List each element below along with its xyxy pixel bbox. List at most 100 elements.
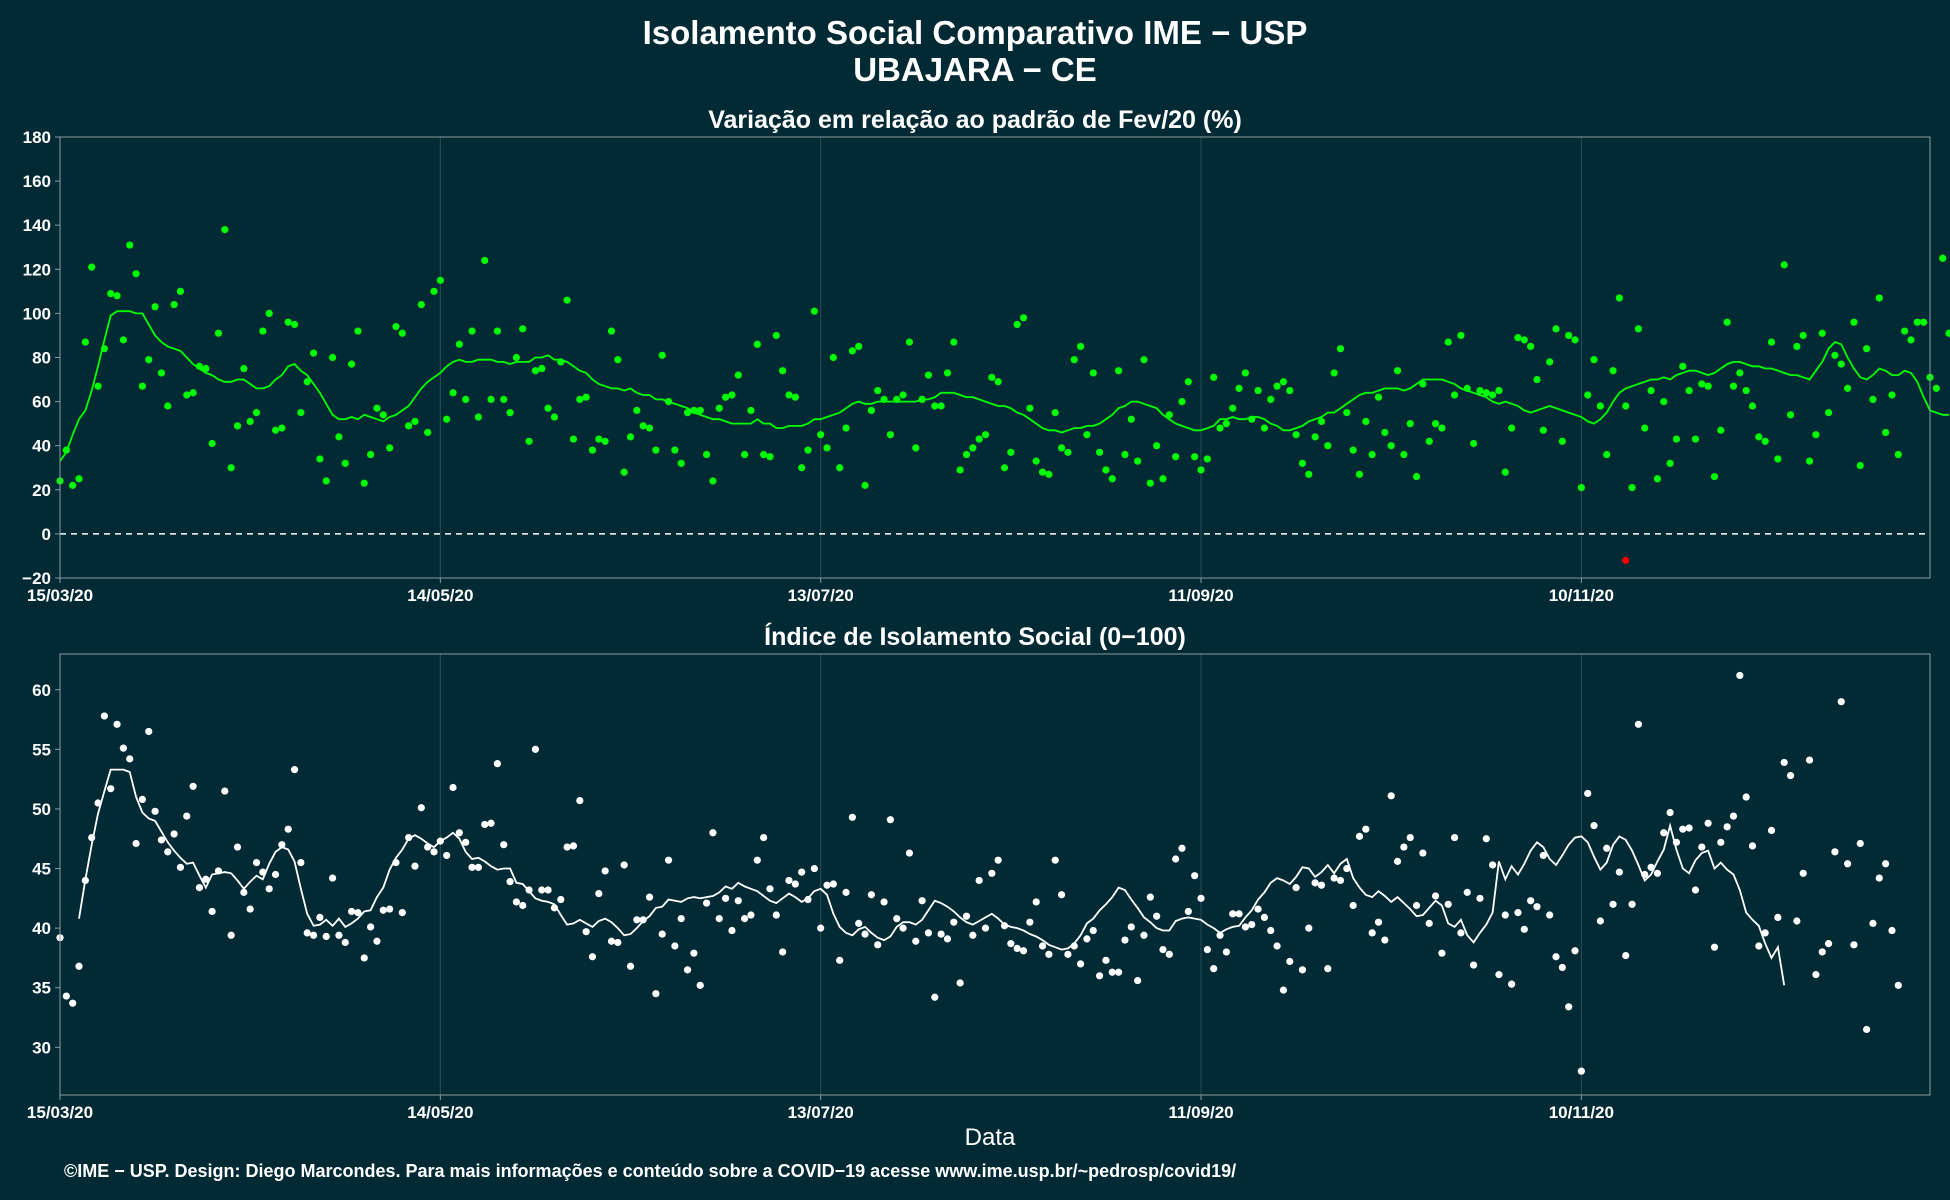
- data-point: [1121, 450, 1129, 459]
- data-point: [728, 926, 736, 935]
- data-point: [512, 898, 521, 906]
- y-tick-label: 180: [23, 128, 51, 147]
- data-point: [449, 783, 457, 792]
- data-point: [658, 930, 666, 938]
- data-point: [639, 916, 647, 924]
- top-panel-frame: [59, 136, 1931, 579]
- data-point: [1850, 941, 1858, 949]
- data-point: [227, 931, 235, 939]
- data-point: [170, 830, 178, 838]
- data-point: [842, 424, 850, 432]
- top-panel: −20 0 20 40 60 80 100 120 140 160 180 15/03/20 14/0…: [22, 128, 1950, 605]
- data-point: [1438, 949, 1446, 957]
- data-point: [1698, 380, 1706, 388]
- data-point: [176, 287, 185, 295]
- data-point: [1603, 844, 1611, 852]
- data-point: [1089, 926, 1097, 935]
- data-point: [829, 880, 837, 888]
- data-point: [1419, 849, 1427, 857]
- data-point: [208, 439, 216, 448]
- y-tick-label: 45: [32, 860, 51, 879]
- data-point: [1628, 483, 1636, 492]
- data-point: [1279, 986, 1288, 994]
- data-point: [652, 990, 660, 998]
- data-point: [1780, 261, 1788, 269]
- data-point: [119, 744, 127, 752]
- data-point: [614, 356, 622, 364]
- data-point: [785, 876, 793, 885]
- data-point: [1431, 892, 1440, 900]
- data-point: [506, 409, 514, 417]
- data-point: [1374, 918, 1383, 926]
- data-point: [988, 373, 996, 381]
- data-point: [1165, 950, 1173, 958]
- data-point: [1444, 338, 1452, 346]
- data-point: [645, 893, 654, 901]
- data-point: [233, 843, 242, 851]
- data-point: [1197, 466, 1205, 474]
- data-point: [69, 999, 77, 1007]
- data-point: [931, 402, 939, 410]
- data-point: [721, 393, 730, 401]
- data-point: [943, 369, 952, 377]
- data-point: [1108, 968, 1116, 976]
- top-panel-title: Variação em relação ao padrão de Fev/20 …: [708, 106, 1242, 134]
- data-point: [1140, 356, 1148, 364]
- data-point: [1019, 314, 1028, 322]
- data-point: [791, 393, 799, 401]
- data-point: [747, 406, 755, 415]
- data-point: [607, 937, 616, 945]
- data-point: [113, 292, 121, 300]
- data-point: [1622, 951, 1630, 960]
- x-tick-label: 14/05/20: [407, 586, 473, 605]
- data-point: [1508, 980, 1516, 988]
- data-point: [1520, 336, 1528, 344]
- data-point: [1406, 420, 1414, 428]
- data-point: [493, 760, 501, 768]
- data-point: [1019, 947, 1028, 955]
- figure-subtitle: UBAJARA − CE: [853, 51, 1097, 88]
- data-point: [309, 931, 318, 939]
- data-point: [1609, 900, 1617, 908]
- data-point: [1146, 893, 1154, 901]
- data-point: [1178, 398, 1186, 406]
- data-point: [741, 915, 749, 923]
- data-point: [335, 931, 343, 939]
- data-point: [145, 356, 153, 364]
- data-point: [855, 919, 863, 927]
- data-point: [677, 915, 685, 923]
- data-point: [1558, 437, 1566, 445]
- data-point: [1888, 391, 1896, 399]
- data-point: [227, 464, 235, 472]
- data-point: [969, 444, 977, 452]
- data-point: [1609, 367, 1617, 375]
- y-tick-label: 100: [23, 304, 51, 323]
- data-point: [1203, 945, 1211, 954]
- data-point: [1831, 351, 1839, 359]
- data-point: [931, 993, 939, 1001]
- data-point: [500, 395, 508, 403]
- data-point: [481, 820, 489, 829]
- data-point: [1292, 431, 1300, 439]
- data-point: [1793, 342, 1801, 351]
- data-point: [601, 437, 609, 445]
- data-point: [702, 899, 711, 907]
- data-point: [861, 930, 869, 938]
- y-tick-label: 60: [32, 681, 51, 700]
- data-point: [779, 367, 787, 375]
- data-point: [798, 868, 806, 876]
- data-point: [1463, 888, 1471, 896]
- data-point: [88, 263, 96, 271]
- data-point: [1691, 435, 1700, 443]
- data-point: [874, 386, 882, 395]
- data-point: [1660, 398, 1668, 406]
- data-point: [1653, 869, 1662, 877]
- data-point: [1305, 924, 1313, 932]
- data-point: [1824, 409, 1833, 417]
- data-point: [1108, 475, 1116, 483]
- data-point: [798, 464, 806, 472]
- data-point: [1267, 395, 1275, 403]
- data-point: [867, 891, 875, 899]
- data-point: [1216, 424, 1224, 432]
